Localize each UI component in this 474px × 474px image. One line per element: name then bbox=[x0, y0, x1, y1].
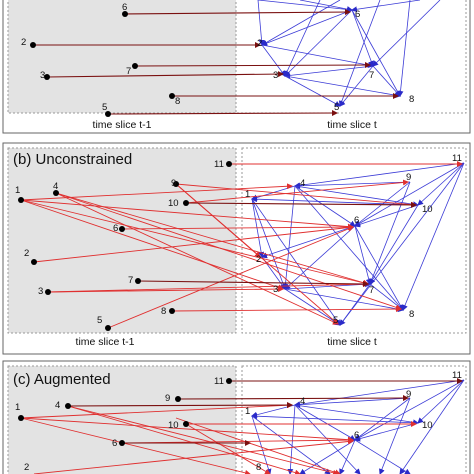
svg-text:2: 2 bbox=[24, 462, 29, 473]
panel-b-node-labels: 11 9 1 4 10 6 2 7 3 8 5 11 9 1 4 10 6 2 … bbox=[15, 153, 462, 326]
svg-text:2: 2 bbox=[21, 37, 26, 48]
node bbox=[226, 378, 232, 384]
svg-text:1: 1 bbox=[15, 185, 20, 196]
panel-b-left-label: time slice t-1 bbox=[76, 336, 135, 348]
svg-text:1: 1 bbox=[245, 406, 250, 417]
node bbox=[53, 190, 59, 196]
panel-c-title: (c) Augmented bbox=[13, 371, 111, 388]
svg-text:7: 7 bbox=[126, 66, 131, 77]
svg-text:10: 10 bbox=[168, 420, 179, 431]
node bbox=[169, 93, 175, 99]
svg-text:6: 6 bbox=[355, 9, 360, 20]
panel-a-node-labels: 6 2 3 7 8 5 6 2 3 7 8 5 bbox=[21, 2, 414, 113]
node bbox=[135, 278, 141, 284]
node bbox=[65, 403, 71, 409]
svg-text:2: 2 bbox=[256, 254, 261, 265]
panel-c-nodes bbox=[18, 378, 232, 446]
svg-text:5: 5 bbox=[102, 102, 107, 113]
node bbox=[105, 325, 111, 331]
svg-text:6: 6 bbox=[113, 223, 118, 234]
svg-text:3: 3 bbox=[40, 70, 45, 81]
svg-text:8: 8 bbox=[175, 96, 180, 107]
panel-a-left-bg bbox=[7, 0, 237, 114]
svg-text:3: 3 bbox=[273, 284, 278, 295]
svg-text:11: 11 bbox=[452, 153, 462, 164]
panel-b-left-bg bbox=[7, 147, 237, 334]
svg-text:3: 3 bbox=[273, 70, 278, 81]
svg-text:4: 4 bbox=[55, 400, 60, 411]
node bbox=[226, 161, 232, 167]
svg-text:8: 8 bbox=[256, 462, 261, 473]
svg-text:7: 7 bbox=[369, 285, 374, 296]
svg-text:8: 8 bbox=[409, 94, 414, 105]
panel-c: (c) Augmented bbox=[2, 360, 471, 474]
panel-b-right-label: time slice t bbox=[327, 336, 377, 348]
svg-text:9: 9 bbox=[171, 178, 176, 189]
svg-text:11: 11 bbox=[214, 376, 224, 387]
node bbox=[119, 226, 125, 232]
node bbox=[44, 74, 50, 80]
node bbox=[119, 440, 125, 446]
svg-text:7: 7 bbox=[128, 275, 133, 286]
node bbox=[183, 421, 189, 427]
panel-a-inter-edges bbox=[33, 9, 399, 117]
svg-text:11: 11 bbox=[214, 159, 224, 170]
svg-text:6: 6 bbox=[354, 215, 359, 226]
node bbox=[45, 289, 51, 295]
svg-text:4: 4 bbox=[300, 178, 305, 189]
panel-a: 6 2 3 7 8 5 6 2 3 7 8 5 time slice t-1 t… bbox=[2, 0, 471, 134]
panel-a-intra-edges bbox=[257, 0, 441, 107]
panel-a-nodes bbox=[30, 11, 175, 117]
svg-text:2: 2 bbox=[257, 38, 262, 49]
svg-text:5: 5 bbox=[334, 102, 339, 113]
panel-c-right-box bbox=[241, 365, 467, 474]
panel-c-inter-edges-dark bbox=[67, 378, 463, 446]
panel-c-node-labels: 11 9 1 4 10 6 2 11 9 1 4 10 6 8 bbox=[15, 370, 462, 473]
svg-text:6: 6 bbox=[112, 438, 117, 449]
svg-text:10: 10 bbox=[422, 420, 433, 431]
svg-text:3: 3 bbox=[38, 286, 43, 297]
node bbox=[18, 415, 24, 421]
node bbox=[122, 11, 128, 17]
svg-text:4: 4 bbox=[53, 181, 58, 192]
panel-b-inter-edges-dark bbox=[137, 201, 417, 287]
svg-text:8: 8 bbox=[409, 309, 414, 320]
svg-text:1: 1 bbox=[245, 189, 250, 200]
panel-b-inter-edges-red bbox=[20, 161, 463, 329]
svg-text:9: 9 bbox=[406, 389, 411, 400]
node bbox=[30, 42, 36, 48]
svg-text:9: 9 bbox=[406, 172, 411, 183]
node bbox=[169, 308, 175, 314]
svg-text:6: 6 bbox=[122, 2, 127, 13]
panel-b-nodes bbox=[18, 161, 232, 331]
panel-b-title: (b) Unconstrained bbox=[13, 151, 132, 168]
node bbox=[105, 111, 111, 117]
svg-text:10: 10 bbox=[168, 198, 179, 209]
svg-text:1: 1 bbox=[15, 402, 20, 413]
svg-text:8: 8 bbox=[161, 306, 166, 317]
node bbox=[132, 63, 138, 69]
svg-text:4: 4 bbox=[300, 396, 305, 407]
svg-text:2: 2 bbox=[24, 248, 29, 259]
panel-a-left-label: time slice t-1 bbox=[93, 119, 152, 131]
svg-text:6: 6 bbox=[354, 430, 359, 441]
node bbox=[31, 259, 37, 265]
panel-a-right-label: time slice t bbox=[327, 119, 377, 131]
svg-text:9: 9 bbox=[165, 393, 170, 404]
svg-text:5: 5 bbox=[97, 315, 102, 326]
svg-text:7: 7 bbox=[369, 70, 374, 81]
svg-text:5: 5 bbox=[333, 315, 338, 326]
svg-text:10: 10 bbox=[422, 204, 433, 215]
node bbox=[173, 181, 179, 187]
panel-c-intra-edges bbox=[251, 379, 465, 474]
node bbox=[18, 197, 24, 203]
panel-c-inter-edges-red bbox=[20, 402, 417, 474]
node bbox=[175, 396, 181, 402]
panel-b: (b) Unconstrained bbox=[2, 142, 471, 355]
svg-text:11: 11 bbox=[452, 370, 462, 381]
panel-a-right-box bbox=[235, 0, 467, 114]
node bbox=[183, 200, 189, 206]
